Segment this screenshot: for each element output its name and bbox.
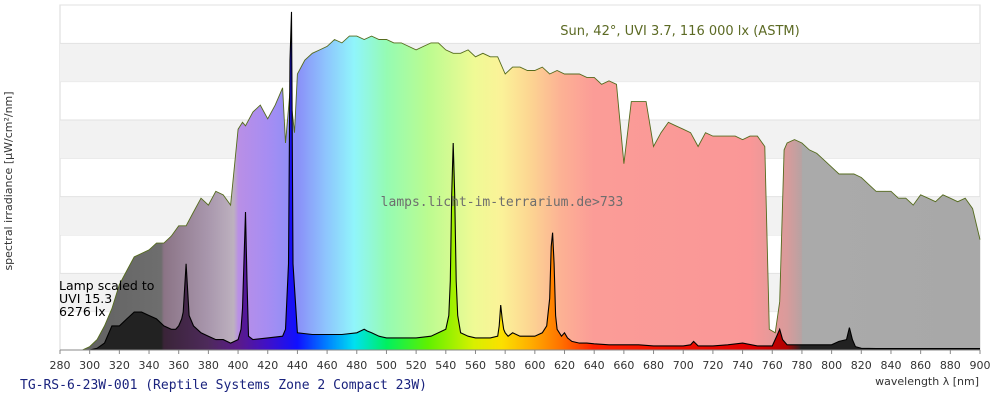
x-tick-label: 420 xyxy=(257,359,278,372)
x-tick-label: 400 xyxy=(228,359,249,372)
x-tick-label: 860 xyxy=(910,359,931,372)
x-tick-label: 300 xyxy=(79,359,100,372)
lamp-label-line-2: UVI 15.3 xyxy=(59,291,112,306)
x-axis-label: wavelength λ [nm] xyxy=(875,375,979,388)
x-tick-label: 520 xyxy=(406,359,427,372)
lamp-label-line-3: 6276 lx xyxy=(59,304,106,319)
x-tick-label: 900 xyxy=(970,359,991,372)
chart-title: TG-RS-6-23W-001 (Reptile Systems Zone 2 … xyxy=(20,378,427,393)
x-tick-label: 640 xyxy=(584,359,605,372)
x-tick-label: 460 xyxy=(317,359,338,372)
watermark-text: lamps.licht-im-terrarium.de>733 xyxy=(381,195,624,210)
x-tick-label: 780 xyxy=(791,359,812,372)
x-tick-label: 600 xyxy=(524,359,545,372)
x-tick-label: 440 xyxy=(287,359,308,372)
x-tick-label: 380 xyxy=(198,359,219,372)
x-tick-label: 820 xyxy=(851,359,872,372)
x-tick-label: 800 xyxy=(821,359,842,372)
x-tick-label: 280 xyxy=(50,359,71,372)
x-tick-label: 480 xyxy=(346,359,367,372)
x-tick-label: 620 xyxy=(554,359,575,372)
x-tick-label: 680 xyxy=(643,359,664,372)
lamp-line xyxy=(60,11,980,351)
x-tick-label: 880 xyxy=(940,359,961,372)
x-tick-label: 560 xyxy=(465,359,486,372)
x-tick-label: 580 xyxy=(495,359,516,372)
x-tick-label: 540 xyxy=(435,359,456,372)
x-axis: 280 300 320 340 360 380 400 420 440 460 480 500 520 5… xyxy=(50,349,991,372)
y-axis-label: spectral irradiance [µW/cm²/nm] xyxy=(2,91,15,270)
x-tick-label: 660 xyxy=(613,359,634,372)
lamp-label-line-1: Lamp scaled to xyxy=(59,278,154,293)
x-tick-label: 700 xyxy=(673,359,694,372)
x-tick-label: 740 xyxy=(732,359,753,372)
x-tick-label: 840 xyxy=(880,359,901,372)
lamp-series xyxy=(60,11,980,351)
x-tick-label: 340 xyxy=(139,359,160,372)
x-tick-label: 760 xyxy=(762,359,783,372)
x-tick-label: 360 xyxy=(168,359,189,372)
x-tick-label: 320 xyxy=(109,359,130,372)
x-tick-label: 720 xyxy=(702,359,723,372)
sun-label: Sun, 42°, UVI 3.7, 116 000 lx (ASTM) xyxy=(560,24,799,39)
sun-line xyxy=(60,35,981,351)
x-tick-label: 500 xyxy=(376,359,397,372)
